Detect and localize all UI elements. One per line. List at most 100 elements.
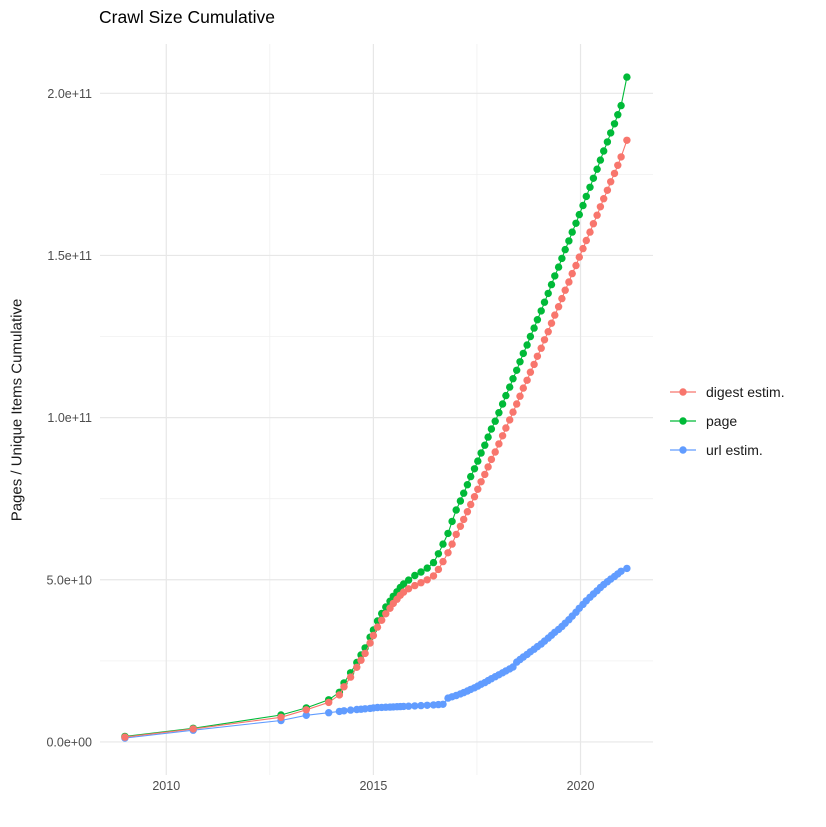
data-point-digest-estim-	[474, 485, 482, 493]
data-point-page	[448, 517, 456, 526]
data-point-digest-estim-	[444, 549, 452, 557]
data-point-digest-estim-	[378, 616, 386, 624]
data-point-url-estim-	[417, 701, 425, 710]
x-tick-label: 2015	[359, 779, 387, 793]
data-point-page	[498, 400, 507, 408]
data-point-page	[411, 571, 419, 580]
data-point-page	[484, 433, 492, 441]
data-point-page	[533, 316, 542, 324]
data-point-page	[456, 497, 465, 505]
data-point-digest-estim-	[495, 440, 503, 448]
data-point-digest-estim-	[502, 424, 510, 432]
data-point-digest-estim-	[623, 136, 631, 144]
data-point-page	[495, 409, 503, 417]
data-point-page	[593, 165, 601, 173]
data-point-page	[540, 298, 549, 306]
data-point-digest-estim-	[456, 522, 465, 530]
data-point-digest-estim-	[487, 455, 496, 464]
data-point-page	[452, 506, 460, 514]
data-point-digest-estim-	[575, 253, 583, 261]
legend-entry: page	[668, 406, 785, 435]
x-tick-label: 2010	[152, 779, 180, 793]
data-point-digest-estim-	[484, 463, 492, 471]
data-point-page	[526, 332, 535, 341]
data-point-page	[513, 366, 521, 374]
series-line-url-estim-	[124, 567, 628, 739]
data-point-digest-estim-	[533, 352, 542, 360]
data-point-digest-estim-	[277, 713, 285, 721]
y-tick-label: 1.5e+11	[47, 249, 92, 263]
y-tick-label: 5.0e+10	[46, 573, 92, 587]
data-point-digest-estim-	[467, 500, 475, 509]
data-point-url-estim-	[411, 702, 419, 710]
data-point-page	[554, 263, 563, 271]
data-point-page	[491, 417, 499, 425]
data-point-digest-estim-	[470, 493, 479, 501]
data-point-url-estim-	[623, 564, 631, 573]
data-point-digest-estim-	[361, 649, 369, 658]
data-point-digest-estim-	[523, 376, 531, 384]
data-point-digest-estim-	[603, 186, 612, 194]
data-point-digest-estim-	[382, 610, 390, 618]
data-point-digest-estim-	[404, 585, 413, 593]
data-point-page	[477, 449, 485, 457]
data-point-digest-estim-	[448, 540, 456, 548]
data-point-digest-estim-	[519, 384, 527, 392]
data-point-url-estim-	[340, 707, 348, 715]
data-point-digest-estim-	[357, 656, 365, 664]
data-point-digest-estim-	[544, 328, 552, 336]
data-point-digest-estim-	[516, 392, 524, 400]
data-point-url-estim-	[404, 702, 413, 710]
data-point-digest-estim-	[121, 733, 129, 741]
data-point-digest-estim-	[614, 161, 622, 169]
series-line-digest-estim-	[124, 140, 628, 738]
data-point-page	[509, 375, 517, 383]
data-point-digest-estim-	[513, 400, 521, 408]
data-point-page	[551, 272, 559, 280]
data-point-digest-estim-	[540, 336, 549, 344]
data-point-digest-estim-	[565, 278, 573, 286]
data-point-digest-estim-	[547, 319, 556, 327]
data-point-page	[460, 489, 468, 497]
digest-series-key-icon	[670, 387, 696, 396]
data-point-page	[530, 324, 538, 332]
x-tick-label: 2020	[567, 779, 595, 793]
y-axis-title: Pages / Unique Items Cumulative	[8, 298, 26, 522]
data-point-page	[623, 73, 631, 81]
data-point-page	[481, 441, 489, 449]
data-point-page	[572, 219, 580, 227]
data-point-digest-estim-	[589, 220, 598, 228]
data-point-page	[506, 383, 514, 391]
data-point-digest-estim-	[561, 286, 569, 294]
data-point-digest-estim-	[439, 557, 447, 566]
y-tick-label: 0.0e+00	[46, 735, 92, 749]
data-point-digest-estim-	[417, 579, 425, 587]
data-point-page	[519, 349, 527, 358]
data-point-page	[610, 120, 619, 128]
data-point-digest-estim-	[526, 368, 535, 376]
data-point-page	[586, 183, 594, 191]
data-point-digest-estim-	[506, 416, 514, 424]
data-point-digest-estim-	[617, 153, 625, 161]
y-tick-label: 2.0e+11	[47, 87, 92, 101]
data-point-digest-estim-	[596, 203, 605, 211]
data-point-digest-estim-	[586, 228, 594, 236]
data-point-digest-estim-	[366, 639, 374, 647]
data-point-page	[516, 358, 524, 366]
data-point-page	[575, 210, 583, 219]
data-point-digest-estim-	[429, 572, 438, 580]
data-point-page	[614, 111, 622, 119]
data-point-digest-estim-	[411, 581, 419, 590]
data-point-page	[429, 558, 438, 567]
legend-label: digest estim.	[706, 383, 785, 400]
data-point-url-estim-	[439, 700, 447, 708]
data-point-digest-estim-	[607, 178, 615, 186]
data-point-digest-estim-	[509, 408, 517, 416]
data-point-page	[467, 472, 475, 481]
data-point-digest-estim-	[463, 508, 472, 516]
data-point-page	[463, 481, 472, 489]
data-point-digest-estim-	[189, 725, 197, 733]
data-point-digest-estim-	[491, 448, 499, 456]
y-tick-label: 1.0e+11	[47, 411, 92, 425]
